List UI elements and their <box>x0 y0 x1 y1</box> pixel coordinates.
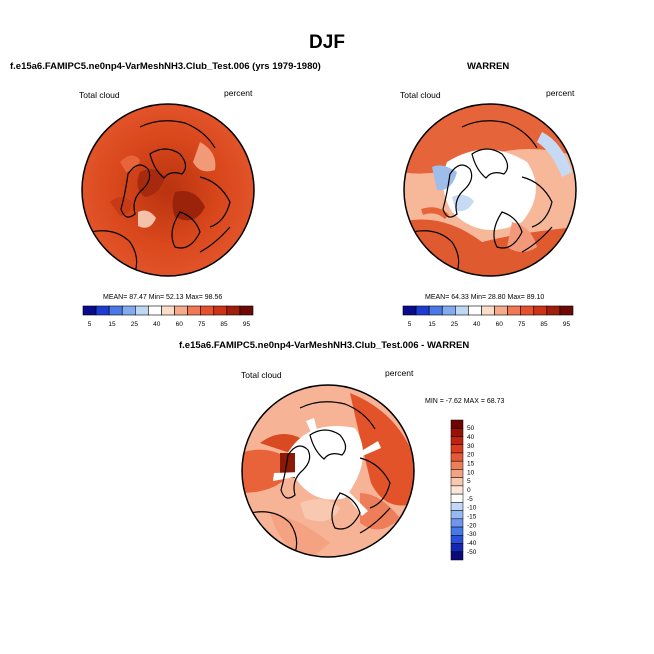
panel2-right-label: percent <box>546 88 575 98</box>
colorbar-tick-label: 40 <box>153 321 161 328</box>
panel2-polar-map <box>403 103 577 277</box>
colorbar-swatch <box>520 305 535 316</box>
colorbar-swatch <box>135 305 149 316</box>
colorbar-tick-label: 30 <box>467 443 475 450</box>
colorbar-tick-label: -5 <box>467 496 473 503</box>
colorbar-swatch <box>450 427 464 437</box>
colorbar-swatch <box>450 535 464 544</box>
panel3-polar-map <box>241 384 415 558</box>
colorbar-swatch <box>161 305 175 316</box>
colorbar-swatch <box>450 526 464 536</box>
panel1-stats: MEAN= 87.47 Min= 52.13 Max= 98.56 <box>103 294 223 301</box>
colorbar-swatch <box>450 493 464 503</box>
panel3-right-label: percent <box>385 368 414 378</box>
colorbar-swatch <box>415 305 430 316</box>
colorbar-swatch <box>450 543 464 553</box>
colorbar-swatch <box>174 305 188 316</box>
colorbar-tick-label: -30 <box>467 531 477 538</box>
colorbar-tick-label: -50 <box>467 549 477 556</box>
colorbar-swatch <box>108 305 123 316</box>
colorbar-swatch <box>468 305 482 316</box>
colorbar-swatch <box>148 305 162 316</box>
colorbar-swatch <box>450 460 464 470</box>
colorbar-swatch <box>450 469 464 478</box>
colorbar-tick-label: 20 <box>467 452 475 459</box>
panel3-left-label: Total cloud <box>241 370 282 380</box>
panel3-title: f.e15a6.FAMIPC5.ne0np4-VarMeshNH3.Club_T… <box>179 340 470 351</box>
colorbar-tick-label: 25 <box>131 321 139 328</box>
colorbar-tick-label: 40 <box>473 321 481 328</box>
colorbar-swatch <box>187 305 201 316</box>
colorbar-tick-label: 60 <box>496 321 504 328</box>
colorbar-tick-label: 75 <box>518 321 526 328</box>
panel2-colorbar: 5 15 25 40 60 75 85 95 <box>402 305 574 328</box>
panel1-polar-map <box>81 103 255 277</box>
colorbar-tick-label: 15 <box>428 321 436 328</box>
colorbar-swatch <box>455 305 469 316</box>
colorbar-tick-label: -20 <box>467 522 477 529</box>
panel3-stats: MIN = -7.62 MAX = 68.73 <box>425 398 505 405</box>
colorbar-tick-label: 5 <box>408 321 412 328</box>
colorbar-swatch <box>95 305 110 316</box>
colorbar-swatch <box>450 477 464 487</box>
colorbar-tick-label: -10 <box>467 505 477 512</box>
colorbar-swatch <box>450 551 464 561</box>
colorbar-swatch <box>450 444 464 454</box>
colorbar-tick-label: 15 <box>467 461 475 468</box>
panel1-colorbar: 5 15 25 40 60 75 85 95 <box>82 305 254 328</box>
colorbar-swatch <box>450 518 464 528</box>
colorbar-swatch <box>533 305 548 316</box>
panel1-right-label: percent <box>224 88 253 98</box>
colorbar-tick-label: 40 <box>467 434 475 441</box>
colorbar-tick-label: 60 <box>176 321 184 328</box>
colorbar-tick-label: 75 <box>198 321 206 328</box>
colorbar-tick-label: 0 <box>467 487 471 494</box>
colorbar-tick-label: 25 <box>451 321 459 328</box>
colorbar-swatch <box>200 305 215 316</box>
panel2-stats: MEAN= 64.33 Min= 28.80 Max= 89.10 <box>425 294 545 301</box>
colorbar-tick-label: 5 <box>88 321 92 328</box>
colorbar-swatch <box>428 305 443 316</box>
colorbar-swatch <box>441 305 456 316</box>
colorbar-swatch <box>450 510 464 520</box>
colorbar-swatch <box>494 305 508 316</box>
colorbar-tick-label: 50 <box>467 425 475 432</box>
colorbar-swatch <box>402 305 417 316</box>
panel1-title: f.e15a6.FAMIPC5.ne0np4-VarMeshNH3.Club_T… <box>10 61 321 72</box>
panel1-left-label: Total cloud <box>79 90 120 100</box>
colorbar-swatch <box>450 452 464 462</box>
colorbar-tick-label: 10 <box>467 469 475 476</box>
colorbar-tick-label: -15 <box>467 513 477 520</box>
colorbar-swatch <box>559 305 574 316</box>
colorbar-tick-label: 85 <box>540 321 548 328</box>
colorbar-swatch <box>82 305 97 316</box>
colorbar-tick-label: 5 <box>467 478 471 485</box>
colorbar-swatch <box>226 305 241 316</box>
colorbar-swatch <box>450 436 464 445</box>
figure-title: DJF <box>309 32 345 53</box>
colorbar-swatch <box>450 485 464 495</box>
colorbar-swatch <box>507 305 521 316</box>
colorbar-swatch <box>450 419 464 429</box>
colorbar-tick-label: 15 <box>108 321 116 328</box>
colorbar-swatch <box>121 305 136 316</box>
colorbar-tick-label: -40 <box>467 540 477 547</box>
panel2-left-label: Total cloud <box>400 90 441 100</box>
colorbar-tick-label: 95 <box>563 321 571 328</box>
panel2-title: WARREN <box>467 61 510 72</box>
colorbar-swatch <box>481 305 495 316</box>
colorbar-swatch <box>546 305 561 316</box>
colorbar-tick-label: 85 <box>220 321 228 328</box>
colorbar-tick-label: 95 <box>243 321 251 328</box>
colorbar-swatch <box>450 502 464 511</box>
colorbar-swatch <box>213 305 228 316</box>
colorbar-swatch <box>239 305 254 316</box>
